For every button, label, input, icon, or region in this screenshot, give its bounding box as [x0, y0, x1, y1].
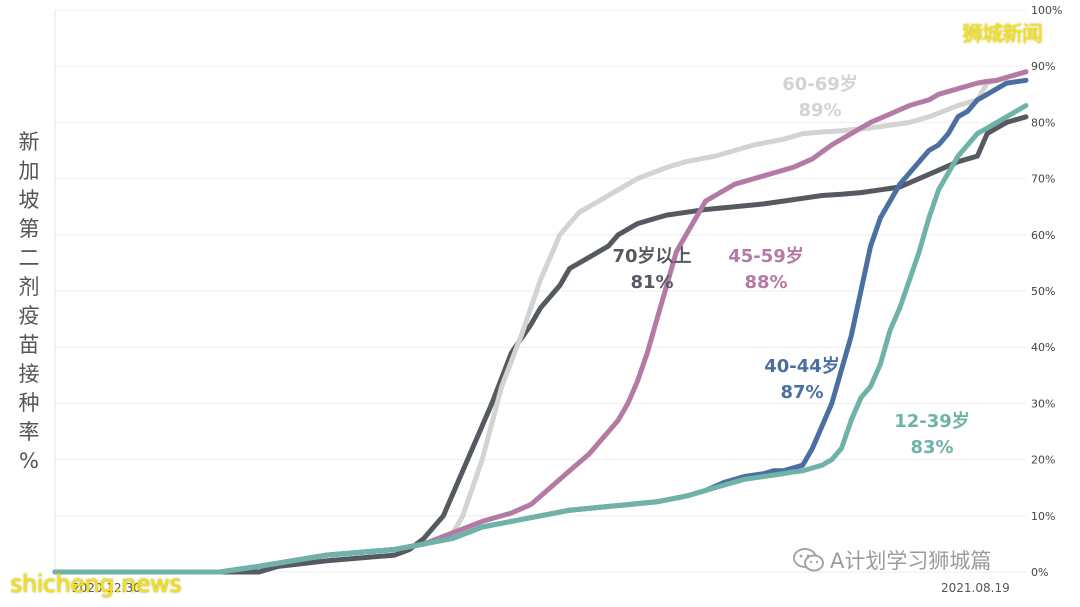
annotation-value: 87%: [780, 382, 823, 403]
y-tick-label: 100%: [1031, 4, 1062, 17]
y-tick-label: 90%: [1031, 60, 1055, 73]
gridlines: [55, 9, 1026, 573]
y-tick-labels: 0% 10% 20% 30% 40% 50% 60% 70% 80% 90% 100%: [1031, 4, 1062, 579]
wechat-watermark: A计划学习狮城篇: [792, 542, 991, 578]
y-tick-label: 70%: [1031, 173, 1055, 186]
y-tick-label: 60%: [1031, 229, 1055, 242]
y-tick-label: 10%: [1031, 510, 1055, 523]
x-start-label: 2020.12.30: [72, 581, 141, 595]
y-axis-label-char: 接: [18, 362, 40, 386]
x-end-label: 2021.08.19: [941, 581, 1010, 595]
annotation-name: 60-69岁: [782, 73, 858, 95]
annotation-value: 81%: [630, 272, 673, 293]
y-axis-label-char: 坡: [18, 188, 40, 212]
y-tick-label: 20%: [1031, 454, 1055, 467]
y-axis-label-char: 种: [18, 391, 40, 415]
y-tick-label: 50%: [1031, 285, 1055, 298]
y-axis-label-char: 疫: [18, 304, 40, 328]
series-annotations: 60-69岁 89% 70岁以上 81% 45-59岁 88% 40-44岁 87% 12-39…: [612, 73, 969, 458]
series-line-2: [52, 69, 1029, 575]
annotation-value: 83%: [910, 437, 953, 458]
annotation-value: 89%: [798, 100, 841, 121]
y-tick-label: 40%: [1031, 341, 1055, 354]
y-tick-label: 30%: [1031, 397, 1055, 410]
y-axis-label-char: 加: [18, 159, 40, 183]
y-axis-label-char: 第: [18, 217, 40, 241]
y-axis-label-char: 剂: [18, 275, 40, 299]
wechat-icon: [793, 548, 824, 572]
brand-watermark-top: 狮城新闻: [962, 22, 1043, 46]
y-axis-label-char: 苗: [18, 333, 40, 357]
x-axis-labels: 2020.12.30 2021.08.19: [72, 581, 1010, 595]
annotation-value: 88%: [744, 272, 787, 293]
annotation-name: 70岁以上: [612, 245, 691, 267]
y-tick-label: 0%: [1031, 566, 1048, 579]
annotation-name: 40-44岁: [764, 355, 840, 377]
y-axis-label-char: 新: [18, 130, 40, 154]
series-lines: [52, 69, 1029, 575]
y-axis-label: 新加坡第二剂疫苗接种率%: [14, 128, 44, 476]
y-axis-label-char: %: [19, 449, 39, 473]
y-axis-label-char: 率: [18, 420, 40, 444]
annotation-name: 12-39岁: [894, 410, 970, 432]
y-tick-label: 80%: [1031, 116, 1055, 129]
series-line-4: [52, 103, 1029, 575]
brand-watermark-bottom: shicheng.news: [10, 570, 182, 598]
y-axis-label-char: 二: [18, 246, 40, 270]
series-line-0: [52, 114, 1029, 575]
annotation-name: 45-59岁: [728, 245, 804, 267]
wechat-account-name: A计划学习狮城篇: [830, 549, 992, 573]
